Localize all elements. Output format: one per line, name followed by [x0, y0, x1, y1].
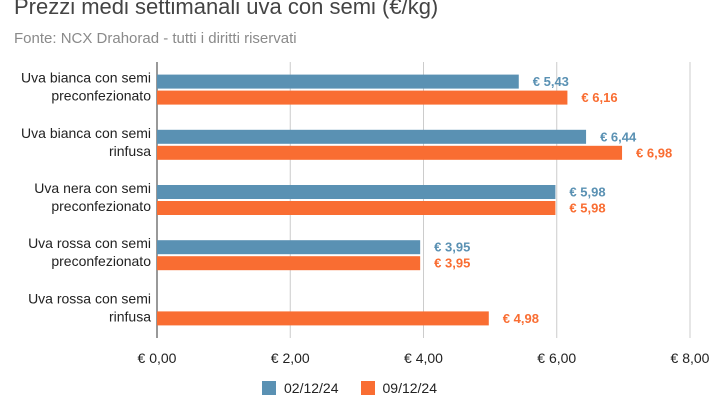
- legend-swatch-series-2: [360, 381, 375, 395]
- x-tick-label-1: € 2,00: [271, 350, 310, 366]
- bar-s1-c2: [157, 129, 587, 144]
- bar-s2-c3: [157, 201, 556, 215]
- legend-item-series-1: 02/12/24: [262, 380, 339, 396]
- data-label-s2-c2: € 6,98: [636, 145, 672, 160]
- category-label-1-1: rinfusa: [109, 143, 151, 159]
- category-label-0-1: preconfezionato: [51, 88, 151, 104]
- x-tick-label-4: € 8,00: [671, 350, 710, 366]
- x-tick-label-3: € 6,00: [537, 350, 576, 366]
- bar-s2-c1: [157, 90, 568, 105]
- legend: 02/12/24 09/12/24: [262, 380, 459, 396]
- category-label-1-0: Uva bianca con semi: [21, 125, 151, 141]
- x-tick-label-2: € 4,00: [404, 350, 443, 366]
- category-label-4-1: rinfusa: [109, 308, 151, 324]
- chart-title: Prezzi medi settimanali uva con semi (€/…: [14, 0, 439, 19]
- legend-swatch-series-1: [262, 381, 276, 395]
- bar-s1-c4: [157, 240, 421, 255]
- data-label-s1-c4: € 3,95: [434, 240, 470, 255]
- data-label-s1-c3: € 5,98: [569, 185, 605, 200]
- data-label-s2-c4: € 3,95: [434, 256, 470, 271]
- bar-s1-c1: [157, 74, 519, 89]
- data-label-s1-c1: € 5,43: [533, 74, 569, 89]
- legend-label-series-1: 02/12/24: [284, 380, 339, 396]
- legend-item-series-2: 09/12/24: [360, 380, 438, 396]
- category-label-0-0: Uva bianca con semi: [21, 70, 151, 86]
- data-label-s2-c1: € 6,16: [581, 90, 617, 105]
- category-label-3-1: preconfezionato: [51, 253, 151, 269]
- category-label-2-0: Uva nera con semi: [34, 180, 151, 196]
- bar-s2-c5: [157, 311, 489, 326]
- legend-label-series-2: 09/12/24: [382, 380, 438, 396]
- data-label-s2-c5: € 4,98: [503, 311, 539, 326]
- category-label-4-0: Uva rossa con semi: [28, 290, 151, 306]
- category-label-2-1: preconfezionato: [51, 198, 151, 214]
- category-label-3-0: Uva rossa con semi: [28, 235, 151, 251]
- bar-s2-c2: [157, 145, 623, 160]
- data-label-s1-c2: € 6,44: [600, 129, 637, 144]
- bar-s1-c3: [157, 185, 556, 199]
- bar-s2-c4: [157, 256, 421, 271]
- x-tick-label-0: € 0,00: [138, 350, 177, 366]
- chart-subtitle: Fonte: NCX Drahorad - tutti i diritti ri…: [14, 30, 297, 47]
- data-label-s2-c3: € 5,98: [569, 201, 605, 216]
